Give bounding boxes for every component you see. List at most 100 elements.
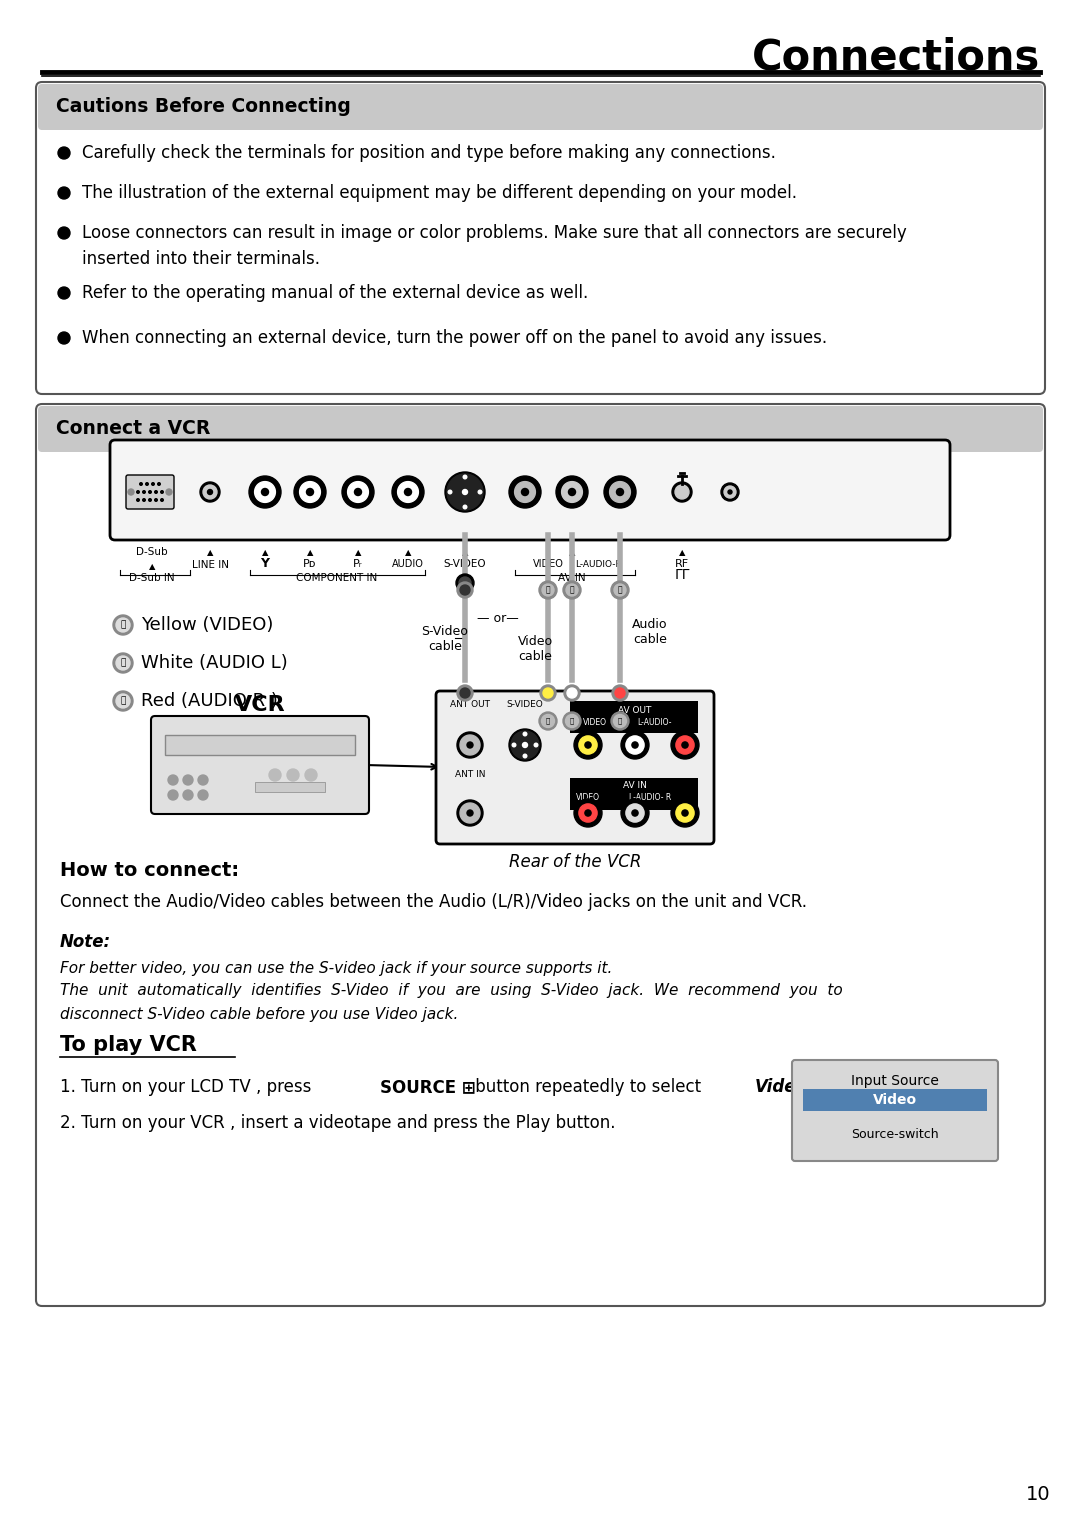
Text: ▲: ▲ (405, 548, 411, 557)
Circle shape (566, 715, 579, 727)
Circle shape (255, 481, 275, 502)
Circle shape (154, 499, 158, 501)
Circle shape (509, 728, 541, 760)
Circle shape (579, 803, 597, 822)
Bar (804, 1089, 987, 1112)
Circle shape (151, 483, 154, 486)
Circle shape (354, 489, 362, 496)
Text: button repeatedly to select: button repeatedly to select (470, 1078, 706, 1096)
Text: ANT IN: ANT IN (455, 770, 485, 779)
Circle shape (457, 800, 483, 826)
Text: ▲: ▲ (462, 548, 469, 557)
Text: AV IN: AV IN (623, 780, 647, 789)
Circle shape (137, 499, 139, 501)
Text: 10: 10 (1026, 1486, 1051, 1504)
Circle shape (539, 712, 557, 730)
Text: ⓦ: ⓦ (570, 718, 575, 724)
Text: SOURCE ⊞: SOURCE ⊞ (380, 1078, 476, 1096)
Circle shape (612, 686, 627, 701)
Circle shape (299, 481, 321, 502)
Circle shape (615, 689, 625, 698)
Circle shape (611, 580, 629, 599)
Text: VIDEO: VIDEO (583, 718, 607, 727)
Text: inserted into their terminals.: inserted into their terminals. (82, 250, 320, 269)
Text: AV OUT: AV OUT (619, 705, 651, 715)
Circle shape (626, 736, 644, 754)
Circle shape (149, 499, 151, 501)
Circle shape (467, 742, 473, 748)
Text: Pᴅ: Pᴅ (303, 559, 316, 570)
Circle shape (467, 809, 473, 815)
Circle shape (348, 481, 368, 502)
Text: L-AUDIO-: L-AUDIO- (638, 718, 672, 727)
Text: ⓡ: ⓡ (618, 585, 622, 594)
Circle shape (463, 475, 467, 479)
Circle shape (462, 490, 468, 495)
Circle shape (613, 715, 626, 727)
Circle shape (671, 799, 699, 828)
Text: S-Video
cable: S-Video cable (421, 625, 469, 654)
Circle shape (721, 483, 739, 501)
Circle shape (564, 686, 580, 701)
Circle shape (724, 486, 735, 498)
Circle shape (116, 657, 130, 670)
Circle shape (478, 490, 482, 493)
Circle shape (129, 489, 134, 495)
Circle shape (207, 490, 213, 495)
Circle shape (58, 147, 70, 159)
Text: ⓡ: ⓡ (618, 718, 622, 724)
Text: ΓΓ: ΓΓ (674, 568, 690, 582)
Circle shape (137, 490, 139, 493)
Circle shape (556, 476, 588, 508)
Text: ▲: ▲ (307, 548, 313, 557)
Circle shape (161, 499, 163, 501)
Text: ▲: ▲ (678, 548, 685, 557)
Circle shape (457, 686, 473, 701)
Text: ⓨ: ⓨ (545, 585, 551, 594)
Circle shape (405, 489, 411, 496)
Circle shape (539, 580, 557, 599)
Circle shape (573, 731, 602, 759)
Circle shape (183, 776, 193, 785)
Text: Yellow (VIDEO): Yellow (VIDEO) (141, 615, 273, 634)
Circle shape (562, 481, 582, 502)
Text: COMPONENT IN: COMPONENT IN (296, 573, 378, 583)
Circle shape (617, 489, 623, 496)
Circle shape (58, 228, 70, 240)
Text: D-Sub: D-Sub (136, 547, 167, 557)
Circle shape (58, 331, 70, 344)
Text: White (AUDIO L): White (AUDIO L) (141, 654, 287, 672)
Circle shape (604, 476, 636, 508)
FancyBboxPatch shape (38, 84, 1043, 130)
Circle shape (585, 809, 591, 815)
Text: D-Sub IN: D-Sub IN (130, 573, 175, 583)
Text: Y: Y (260, 557, 270, 570)
Bar (570, 777, 698, 809)
Circle shape (672, 483, 692, 502)
Circle shape (632, 809, 638, 815)
Text: ⓦ: ⓦ (120, 658, 125, 667)
Circle shape (566, 583, 578, 596)
Circle shape (113, 615, 133, 635)
Circle shape (511, 731, 539, 759)
Text: disconnect S-Video cable before you use Video jack.: disconnect S-Video cable before you use … (60, 1006, 458, 1022)
FancyBboxPatch shape (36, 82, 1045, 394)
FancyBboxPatch shape (36, 405, 1045, 1306)
Text: For better video, you can use the S-video jack if your source supports it.: For better video, you can use the S-vide… (60, 960, 612, 976)
Circle shape (535, 744, 538, 747)
Text: .: . (804, 1078, 808, 1096)
Circle shape (457, 731, 483, 757)
Circle shape (460, 734, 480, 754)
Circle shape (609, 481, 631, 502)
Circle shape (168, 789, 178, 800)
Text: Input Source: Input Source (851, 1073, 939, 1089)
Circle shape (287, 770, 299, 780)
Circle shape (456, 574, 474, 592)
Circle shape (626, 803, 644, 822)
Circle shape (397, 481, 418, 502)
Circle shape (305, 770, 318, 780)
Text: ⓦ: ⓦ (569, 585, 575, 594)
Text: ▲: ▲ (206, 548, 213, 557)
Text: VIDEO: VIDEO (576, 793, 600, 802)
Circle shape (116, 618, 130, 632)
